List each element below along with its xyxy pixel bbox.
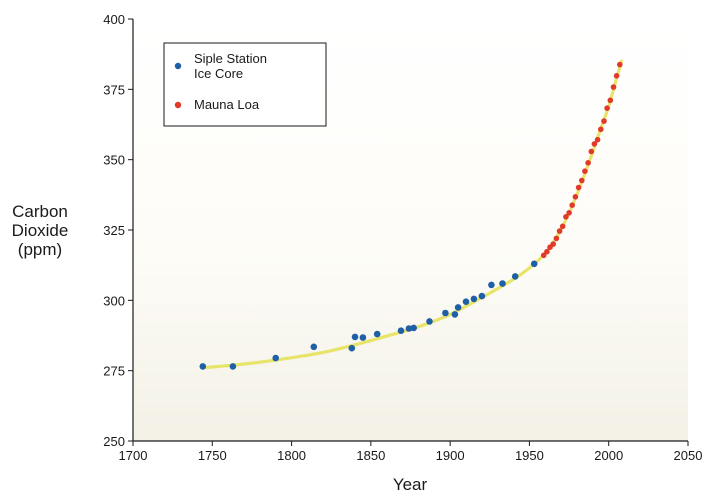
siple-point bbox=[530, 260, 538, 268]
y-tick-label: 350 bbox=[103, 153, 125, 168]
mauna-loa-point bbox=[604, 105, 610, 111]
mauna-loa-point bbox=[572, 194, 579, 200]
mauna-loa-point bbox=[566, 210, 572, 216]
mauna-loa-point bbox=[550, 241, 556, 247]
legend-box bbox=[163, 42, 327, 127]
mauna-loa-point bbox=[601, 118, 607, 124]
mauna-loa-point bbox=[598, 126, 604, 133]
y-tick-label: 325 bbox=[103, 223, 125, 238]
siple-point bbox=[229, 363, 237, 370]
siple-point bbox=[451, 311, 459, 318]
x-tick-label: 1900 bbox=[436, 448, 465, 463]
siple-point bbox=[359, 334, 367, 341]
siple-point bbox=[351, 333, 359, 341]
y-axis-title-line-2: Dioxide bbox=[12, 221, 69, 240]
x-tick-label: 1750 bbox=[198, 448, 227, 463]
y-tick-label: 275 bbox=[103, 364, 125, 379]
mauna-loa-point bbox=[540, 252, 547, 259]
siple-point bbox=[348, 344, 356, 352]
mauna-loa-point bbox=[575, 184, 582, 191]
siple-point bbox=[442, 309, 449, 317]
siple-point bbox=[426, 318, 433, 325]
siple-point bbox=[478, 292, 486, 300]
legend: Siple Station Ice Core Mauna Loa bbox=[163, 42, 327, 127]
mauna-loa-point bbox=[544, 248, 550, 255]
mauna-loa-point bbox=[610, 84, 617, 90]
x-tick-label: 1800 bbox=[277, 448, 306, 463]
y-tick-label: 300 bbox=[103, 293, 125, 308]
legend-label-siple-line-2: Ice Core bbox=[194, 66, 243, 81]
x-tick-label: 1950 bbox=[515, 448, 544, 463]
x-tick-label: 2000 bbox=[594, 448, 623, 463]
y-tick-label: 375 bbox=[103, 82, 125, 97]
siple-point bbox=[470, 295, 478, 303]
mauna-loa-point bbox=[569, 202, 575, 208]
y-tick-label: 400 bbox=[103, 12, 125, 27]
siple-point bbox=[488, 281, 495, 289]
siple-point bbox=[410, 324, 418, 332]
mauna-loa-point bbox=[607, 97, 614, 104]
legend-label-mauna-loa: Mauna Loa bbox=[194, 97, 260, 112]
y-axis-title-line-3: (ppm) bbox=[18, 240, 62, 259]
siple-point bbox=[373, 330, 381, 338]
mauna-loa-point bbox=[591, 141, 598, 147]
mauna-loa-point bbox=[617, 61, 623, 68]
x-tick-label: 2050 bbox=[674, 448, 703, 463]
mauna-loa-point bbox=[588, 148, 595, 155]
mauna-loa-point bbox=[585, 160, 591, 166]
mauna-loa-point bbox=[563, 214, 569, 220]
siple-point bbox=[310, 343, 318, 351]
x-tick-label: 1700 bbox=[119, 448, 148, 463]
mauna-loa-point bbox=[556, 228, 563, 234]
siple-point bbox=[405, 325, 413, 332]
siple-point bbox=[199, 363, 207, 370]
siple-point bbox=[511, 273, 519, 280]
siple-point bbox=[454, 304, 462, 311]
y-axis-title-line-1: Carbon bbox=[12, 202, 68, 221]
siple-point bbox=[462, 298, 470, 306]
mauna-loa-point bbox=[582, 168, 588, 174]
mauna-loa-point bbox=[579, 177, 585, 184]
y-tick-label: 250 bbox=[103, 434, 125, 449]
mauna-loa-point bbox=[559, 223, 566, 230]
mauna-loa-point bbox=[553, 235, 560, 242]
siple-point bbox=[272, 354, 280, 362]
mauna-loa-point bbox=[594, 136, 601, 143]
x-axis-title: Year bbox=[393, 475, 428, 494]
mauna-loa-point bbox=[613, 73, 620, 79]
x-tick-label: 1850 bbox=[356, 448, 385, 463]
siple-point bbox=[499, 280, 506, 287]
legend-marker-mauna-loa bbox=[174, 101, 182, 109]
legend-marker-siple bbox=[174, 62, 182, 70]
legend-label-siple-line-1: Siple Station bbox=[194, 51, 267, 66]
siple-point bbox=[397, 327, 405, 335]
